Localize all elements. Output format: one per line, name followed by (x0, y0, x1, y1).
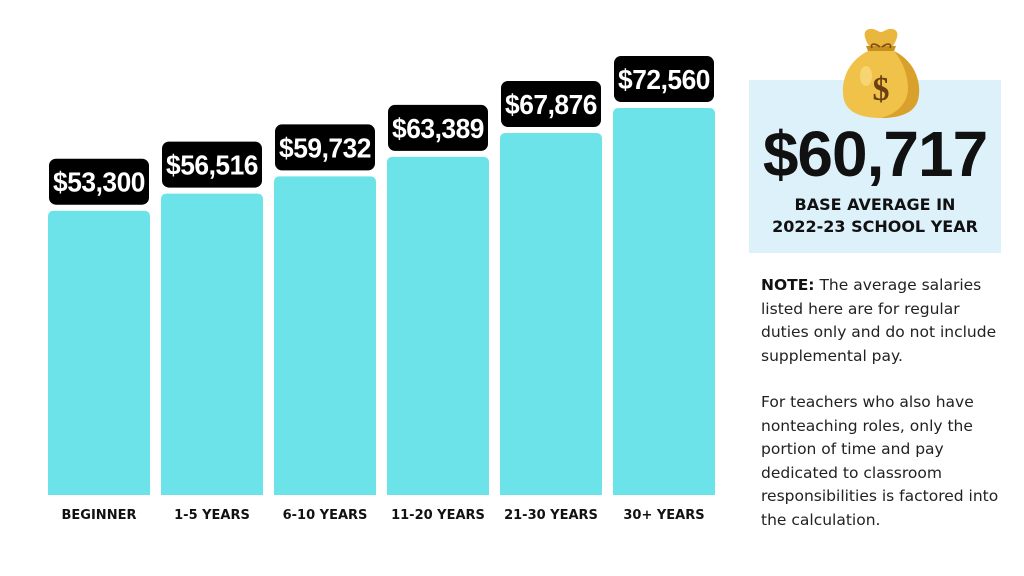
bar-4 (387, 156, 489, 495)
value-label-2: $56,516 (166, 150, 258, 181)
value-label-1: $53,300 (53, 167, 145, 198)
value-badge-3 (275, 124, 375, 171)
bar-5 (500, 132, 602, 495)
note-label: NOTE: (761, 276, 815, 294)
bar-1 (48, 210, 150, 495)
value-badge-4 (388, 104, 488, 151)
value-badge-2 (162, 141, 262, 188)
value-label-5: $67,876 (505, 89, 597, 120)
category-label-3: 6-10 YEARS (283, 508, 368, 523)
category-label-1: BEGINNER (62, 508, 137, 523)
category-label-6: 30+ YEARS (623, 508, 704, 523)
average-salary-caption: BASE AVERAGE IN 2022-23 SCHOOL YEAR (749, 194, 1001, 238)
value-label-3: $59,732 (279, 132, 371, 163)
bar-6 (613, 108, 715, 495)
salary-bar-chart: $53,300 BEGINNER $56,516 1-5 YEARS $59,732 6-… (48, 56, 715, 523)
note-paragraph-2: For teachers who also have nonteaching r… (761, 393, 999, 529)
caption-line-1: BASE AVERAGE IN (794, 195, 956, 214)
category-label-2: 1-5 YEARS (174, 508, 250, 523)
value-badge-6 (614, 56, 714, 103)
note-paragraph-1: NOTE: The average salaries listed here a… (761, 274, 1011, 368)
bar-3 (274, 176, 376, 496)
value-label-6: $72,560 (618, 64, 710, 95)
value-label-4: $63,389 (392, 113, 484, 144)
money-bag-icon: $ (842, 28, 920, 118)
caption-line-2: 2022-23 SCHOOL YEAR (772, 217, 978, 236)
bar-2 (161, 193, 263, 495)
average-salary-value: $60,717 (762, 118, 988, 190)
category-label-4: 11-20 YEARS (391, 508, 485, 523)
note-text: The average salaries listed here are for… (761, 276, 997, 365)
value-badge-1 (49, 158, 149, 205)
value-badge-5 (501, 80, 601, 127)
note-section: NOTE: The average salaries listed here a… (761, 274, 1011, 532)
svg-text:$: $ (873, 71, 890, 108)
category-label-5: 21-30 YEARS (504, 508, 598, 523)
